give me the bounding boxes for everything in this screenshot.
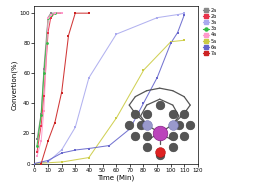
Point <box>114 33 118 36</box>
Point <box>155 16 159 19</box>
Point <box>158 132 162 135</box>
Point <box>39 124 43 127</box>
Point <box>188 123 192 126</box>
Point <box>87 156 91 159</box>
Point <box>35 155 39 158</box>
Point <box>145 112 149 115</box>
Point <box>46 16 50 19</box>
Point <box>39 139 43 143</box>
Point <box>175 31 180 34</box>
Legend: 2a, 2b, 3a, 3b, 4a, 5a, 6a, 7a: 2a, 2b, 3a, 3b, 4a, 5a, 6a, 7a <box>201 6 219 58</box>
Point <box>87 76 91 79</box>
Point <box>32 162 36 165</box>
Point <box>49 13 53 16</box>
Y-axis label: Convertion(%): Convertion(%) <box>11 59 18 110</box>
Point <box>87 12 91 15</box>
Point <box>141 69 145 72</box>
Point <box>141 102 145 105</box>
Point <box>87 147 91 150</box>
Point <box>66 34 70 37</box>
Point <box>35 150 39 153</box>
Point <box>44 42 49 45</box>
Point <box>169 40 173 43</box>
Point <box>138 123 143 126</box>
Point <box>158 151 162 154</box>
Point <box>39 112 43 115</box>
Point <box>53 121 57 124</box>
Point <box>59 161 64 164</box>
Point <box>59 12 64 15</box>
Point <box>59 149 64 152</box>
Point <box>46 159 50 162</box>
Point <box>42 109 46 112</box>
Point <box>39 114 43 117</box>
Point <box>158 153 162 156</box>
Point <box>145 123 149 126</box>
Point <box>59 12 64 15</box>
Point <box>182 13 186 16</box>
Point <box>182 12 186 15</box>
Point <box>46 31 50 34</box>
Point <box>46 16 50 19</box>
Point <box>128 127 132 130</box>
Point <box>171 123 175 126</box>
Point <box>182 134 186 137</box>
Point <box>49 12 53 15</box>
Point <box>158 104 162 107</box>
X-axis label: Time (Min): Time (Min) <box>97 175 135 181</box>
Point <box>59 12 64 15</box>
Point <box>175 13 180 16</box>
Point <box>133 112 138 115</box>
Point <box>182 39 186 42</box>
Point <box>53 12 57 15</box>
Point <box>49 16 53 19</box>
Point <box>171 134 175 137</box>
Point <box>53 12 57 15</box>
Point <box>133 134 138 137</box>
Point <box>39 162 43 165</box>
Point <box>171 112 175 115</box>
Point <box>35 144 39 147</box>
Point <box>42 67 46 70</box>
Point <box>35 138 39 141</box>
Point <box>42 94 46 97</box>
Point <box>145 145 149 148</box>
Point <box>49 13 53 16</box>
Point <box>73 12 77 15</box>
Point <box>107 144 111 147</box>
Point <box>171 145 175 148</box>
Point <box>73 149 77 152</box>
Point <box>145 134 149 137</box>
Point <box>182 112 186 115</box>
Point <box>169 42 173 45</box>
Point <box>53 12 57 15</box>
Point <box>42 72 46 75</box>
Point <box>155 76 159 79</box>
Point <box>127 123 131 126</box>
Point <box>59 152 64 155</box>
Point <box>59 91 64 94</box>
Point <box>73 126 77 129</box>
Point <box>114 117 118 120</box>
Point <box>46 139 50 143</box>
Point <box>53 12 57 15</box>
Point <box>32 162 36 165</box>
Point <box>32 162 36 165</box>
Point <box>46 16 50 19</box>
Point <box>177 123 181 126</box>
Point <box>46 161 50 164</box>
